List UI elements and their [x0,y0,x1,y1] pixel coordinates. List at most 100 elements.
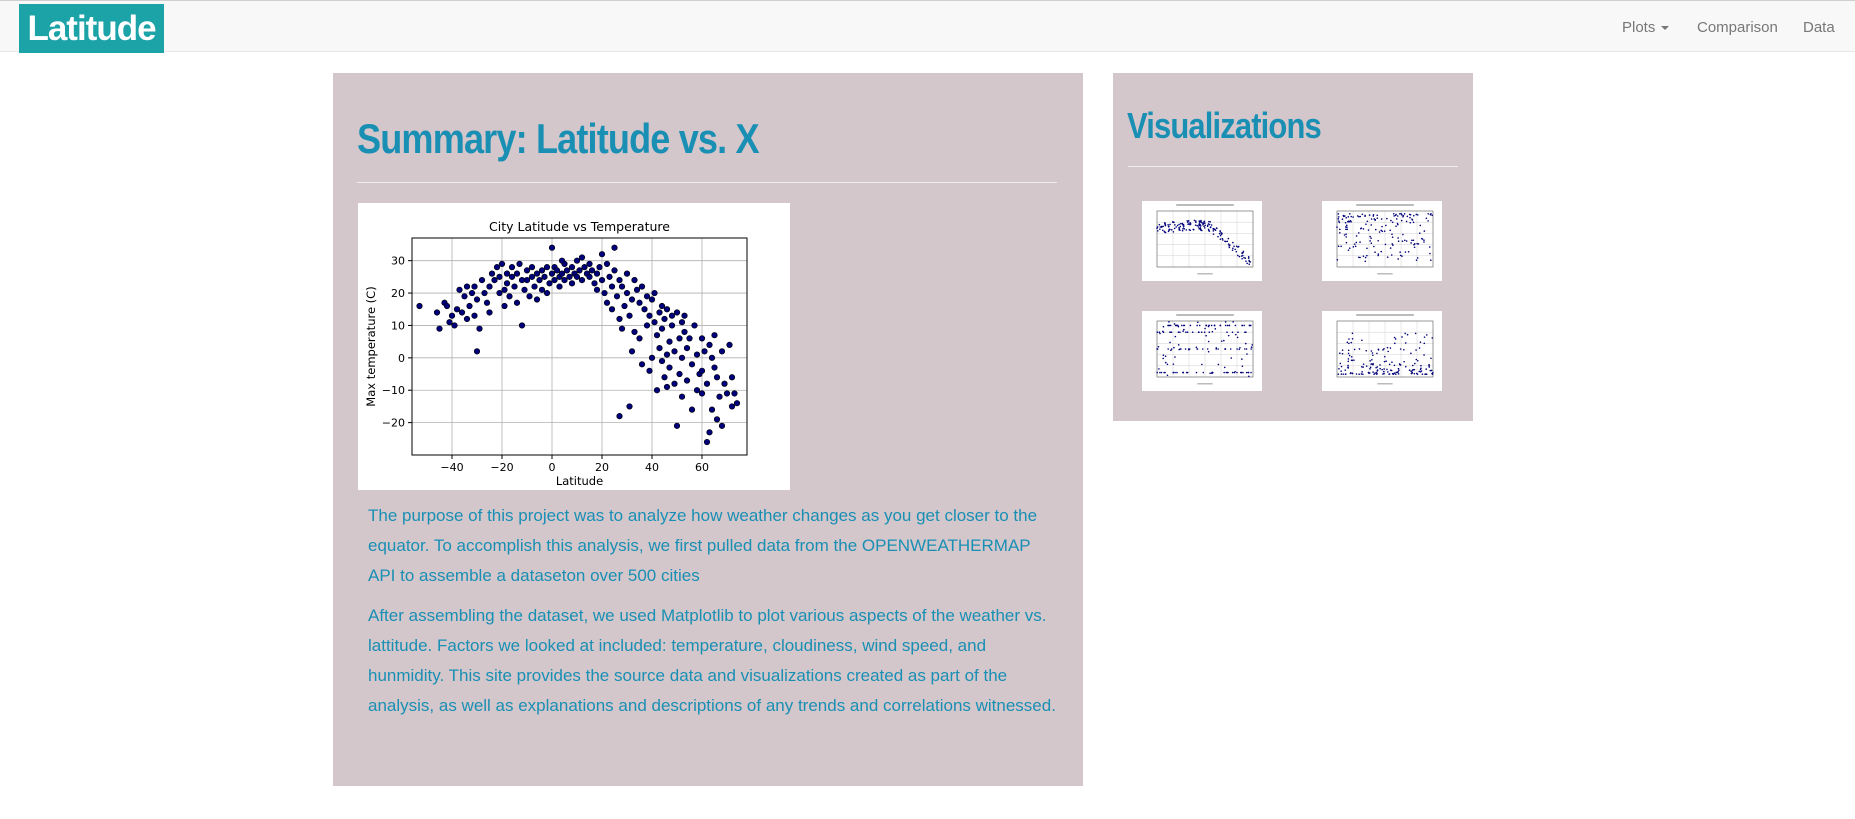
data-point [561,277,568,284]
thumb-point [1408,369,1411,371]
thumb-point [1352,216,1354,218]
thumb-point [1386,346,1389,349]
thumbnail-wind-speed[interactable] [1322,311,1442,391]
visualizations-panel: Visualizations [1113,73,1473,421]
thumb-point [1432,371,1434,374]
thumb-point [1175,324,1178,327]
data-point [463,315,471,323]
thumbnail-humidity[interactable] [1322,201,1442,281]
thumb-point [1244,348,1246,350]
thumb-point [1351,337,1354,340]
thumb-point [1158,368,1160,370]
temperature-scatter-plot: −40 −20 0 20 40 60 −20 −10 0 10 20 30 City Latitude … [364,219,748,488]
x-tick-label: 60 [695,461,709,474]
thumb-point [1238,255,1241,258]
data-point [653,387,661,394]
thumb-point [1399,348,1402,350]
thumbnail-temperature[interactable] [1142,201,1262,281]
thumb-point [1372,215,1375,217]
thumb-point [1389,369,1392,372]
thumb-point [1359,256,1361,259]
thumb-point [1178,226,1180,229]
thumb-point [1162,330,1164,333]
thumbnail-cloudiness[interactable] [1142,311,1262,391]
nav-data-link[interactable]: Data [1803,19,1835,36]
thumb-point [1425,368,1428,370]
thumb-point [1340,373,1343,375]
thumb-point [1218,232,1221,235]
thumb-point [1201,348,1204,350]
data-point [453,306,461,313]
thumb-point [1392,213,1395,215]
thumb-point [1339,352,1341,355]
data-point [616,277,623,284]
thumb-point [1402,214,1405,217]
thumb-xlabel [1197,273,1213,275]
data-point [568,280,576,287]
thumb-point [1372,371,1374,373]
thumb-point [1388,373,1390,375]
thumb-point [1347,349,1350,352]
thumb-point [1402,233,1404,236]
data-point [668,312,676,319]
thumb-point [1381,368,1383,371]
thumb-point [1237,331,1239,333]
thumb-point [1350,215,1353,218]
thumb-point [1219,234,1222,237]
thumb-point [1374,218,1377,221]
thumb-point [1201,229,1203,232]
thumb-point [1396,371,1399,374]
data-point [548,270,556,277]
thumb-point [1411,239,1413,242]
thumb-point [1163,371,1165,374]
data-point [446,319,453,326]
brand-link[interactable]: Latitude [19,4,164,53]
thumb-point [1423,230,1426,232]
data-point [666,364,673,371]
thumb-title [1356,204,1414,206]
data-point [551,277,558,284]
thumb-point [1345,233,1347,236]
thumb-point [1359,215,1362,218]
thumb-point [1161,225,1163,228]
data-point [533,270,541,277]
thumb-point [1222,239,1224,241]
data-point [528,273,536,280]
thumb-point [1214,328,1217,330]
thumb-point [1196,224,1199,227]
data-point [518,322,526,329]
thumb-point [1164,224,1167,227]
thumb-point [1248,260,1251,263]
nav-comparison-link[interactable]: Comparison [1697,19,1778,36]
data-point [708,354,716,361]
caret-down-icon [1661,26,1670,31]
data-point [483,299,491,306]
thumb-point [1338,221,1341,224]
data-point [573,273,581,280]
data-point [598,277,606,284]
data-point [666,338,673,345]
thumb-point [1236,254,1239,257]
data-point [456,286,463,293]
thumb-point [1225,240,1227,243]
thumb-point [1203,227,1206,229]
thumb-point [1360,227,1362,230]
data-point [608,283,616,290]
thumb-point [1410,372,1413,375]
thumb-point [1420,237,1423,240]
thumb-point [1355,235,1358,237]
thumb-point [1370,224,1373,226]
thumb-point [1380,218,1383,220]
data-point [623,270,631,277]
data-point [553,267,561,274]
data-point [598,251,606,258]
thumb-point [1169,223,1171,226]
summary-title: Summary: Latitude vs. X [357,115,760,162]
thumb-point [1179,225,1182,228]
data-point [523,277,531,284]
thumb-point [1208,324,1210,327]
data-point [676,335,683,342]
thumb-point [1404,365,1407,368]
data-point [608,306,616,313]
nav-plots-dropdown[interactable]: Plots [1622,19,1670,37]
